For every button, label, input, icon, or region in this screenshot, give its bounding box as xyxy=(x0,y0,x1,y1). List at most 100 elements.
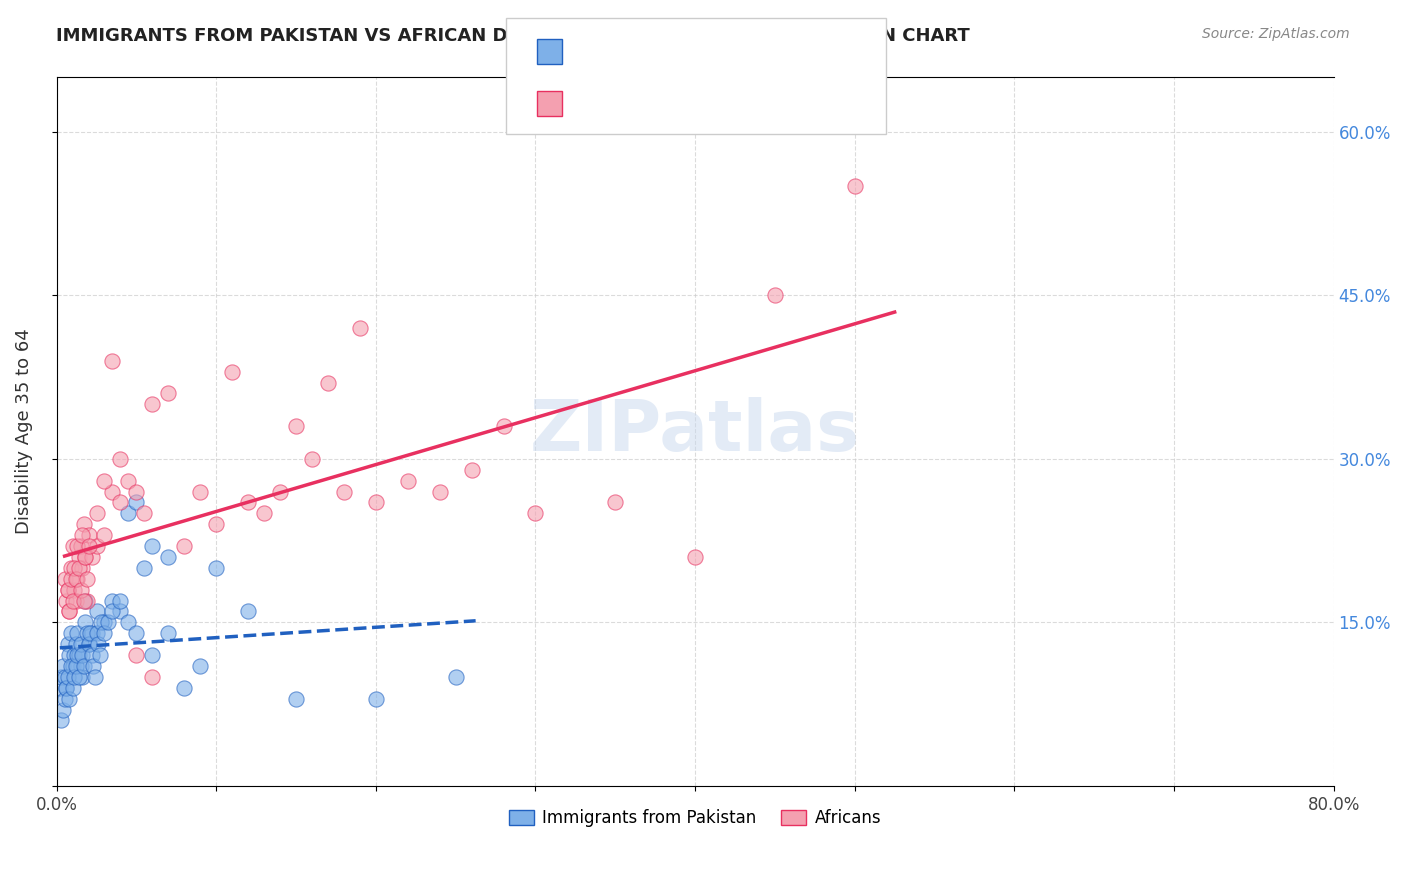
Text: R =: R = xyxy=(569,43,606,61)
Point xyxy=(763,288,786,302)
Text: IMMIGRANTS FROM PAKISTAN VS AFRICAN DISABILITY AGE 35 TO 64 CORRELATION CHART: IMMIGRANTS FROM PAKISTAN VS AFRICAN DISA… xyxy=(56,27,970,45)
Point xyxy=(51,714,73,728)
Point xyxy=(77,539,100,553)
Point xyxy=(157,386,180,401)
Point xyxy=(53,691,76,706)
Point xyxy=(93,528,115,542)
Point xyxy=(51,670,73,684)
Point xyxy=(58,604,80,618)
Point xyxy=(76,572,98,586)
Point xyxy=(52,659,75,673)
Point xyxy=(76,593,98,607)
Point xyxy=(89,648,111,662)
Point xyxy=(125,484,148,499)
Point xyxy=(62,539,84,553)
Point xyxy=(269,484,291,499)
Text: 0.180: 0.180 xyxy=(605,43,657,61)
Point xyxy=(55,681,77,695)
Point xyxy=(492,419,515,434)
Point xyxy=(364,495,387,509)
Point xyxy=(93,615,115,630)
Point xyxy=(221,365,243,379)
Point xyxy=(69,659,91,673)
Point xyxy=(238,604,260,618)
Point xyxy=(75,593,97,607)
Point xyxy=(67,648,90,662)
Y-axis label: Disability Age 35 to 64: Disability Age 35 to 64 xyxy=(15,329,32,534)
Point xyxy=(75,549,97,564)
Point xyxy=(188,484,211,499)
Point xyxy=(56,670,79,684)
Point xyxy=(67,549,90,564)
Text: 0.260: 0.260 xyxy=(605,94,657,112)
Point xyxy=(205,517,228,532)
Point xyxy=(117,506,139,520)
Point xyxy=(524,506,547,520)
Point xyxy=(188,659,211,673)
Text: R =  0.180   N = 68: R = 0.180 N = 68 xyxy=(534,43,723,61)
Point xyxy=(70,670,93,684)
Point xyxy=(66,572,89,586)
Point xyxy=(173,681,195,695)
Point xyxy=(605,495,627,509)
Point xyxy=(80,549,103,564)
Text: R =: R = xyxy=(569,94,606,112)
Point xyxy=(77,637,100,651)
Point xyxy=(66,539,89,553)
Text: Source: ZipAtlas.com: Source: ZipAtlas.com xyxy=(1202,27,1350,41)
Point xyxy=(73,517,96,532)
Point xyxy=(56,582,79,597)
Point xyxy=(65,637,87,651)
Point xyxy=(285,691,308,706)
Point xyxy=(93,626,115,640)
Point xyxy=(238,495,260,509)
Point xyxy=(117,615,139,630)
Point xyxy=(125,626,148,640)
Point xyxy=(80,648,103,662)
Point xyxy=(101,353,124,368)
Point xyxy=(70,528,93,542)
Point xyxy=(75,549,97,564)
Point xyxy=(65,593,87,607)
Point xyxy=(316,376,339,390)
Point xyxy=(86,626,108,640)
Point xyxy=(75,615,97,630)
Point xyxy=(70,561,93,575)
Point xyxy=(67,670,90,684)
Point xyxy=(141,648,163,662)
Point xyxy=(62,681,84,695)
Point xyxy=(87,637,110,651)
Point xyxy=(59,561,82,575)
Point xyxy=(429,484,451,499)
Point xyxy=(73,659,96,673)
Point xyxy=(69,539,91,553)
Text: N =: N = xyxy=(647,94,683,112)
Point xyxy=(63,561,86,575)
Point xyxy=(110,604,132,618)
Point xyxy=(110,593,132,607)
Point xyxy=(253,506,276,520)
Point xyxy=(157,549,180,564)
Point xyxy=(396,474,419,488)
Point xyxy=(141,539,163,553)
Point xyxy=(62,659,84,673)
Point xyxy=(62,593,84,607)
Point xyxy=(66,626,89,640)
Point xyxy=(59,626,82,640)
Point xyxy=(77,528,100,542)
Point xyxy=(70,648,93,662)
Point xyxy=(134,561,156,575)
Point xyxy=(56,637,79,651)
Point xyxy=(59,572,82,586)
Text: R =  0.260   N = 68: R = 0.260 N = 68 xyxy=(534,94,723,112)
Point xyxy=(65,659,87,673)
Point xyxy=(82,659,104,673)
Point xyxy=(49,681,72,695)
Point xyxy=(65,572,87,586)
Point xyxy=(101,604,124,618)
Point xyxy=(58,648,80,662)
Point xyxy=(69,582,91,597)
Point xyxy=(58,691,80,706)
Point xyxy=(125,648,148,662)
Legend: Immigrants from Pakistan, Africans: Immigrants from Pakistan, Africans xyxy=(502,803,889,834)
